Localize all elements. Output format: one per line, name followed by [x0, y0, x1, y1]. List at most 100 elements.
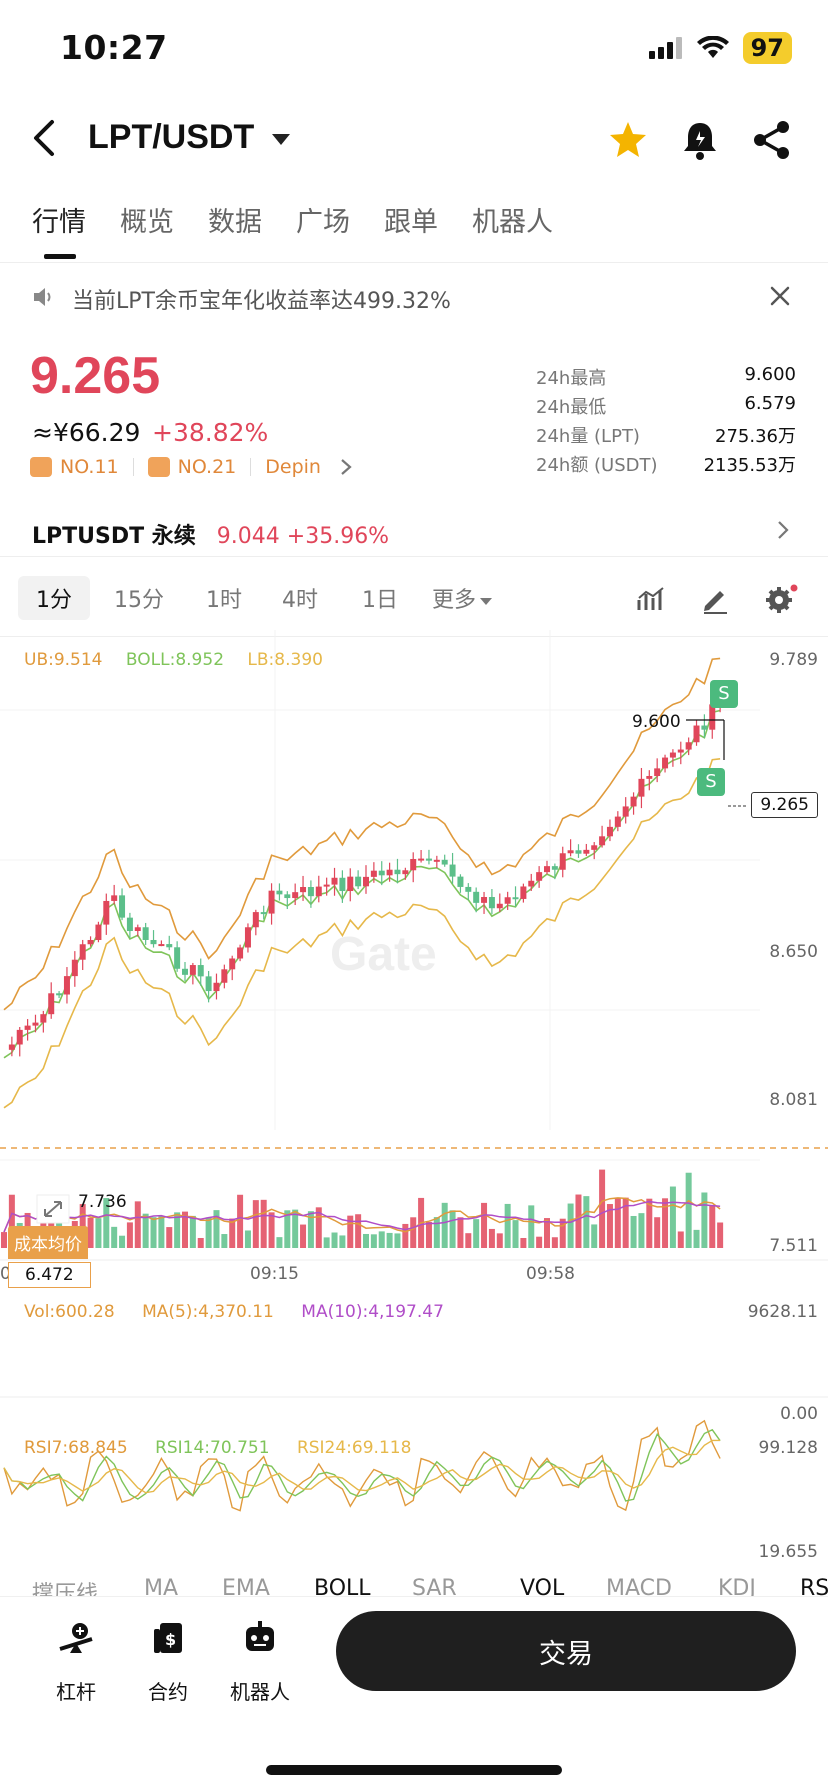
indicator-tab-ema[interactable]: EMA: [222, 1576, 270, 1596]
volume-bar: [441, 1202, 448, 1248]
indicator-tab-rsi[interactable]: RS: [800, 1576, 828, 1596]
nav-leverage[interactable]: 杠杆: [36, 1619, 116, 1705]
volume-bar: [126, 1222, 133, 1248]
indicator-tab-kdj[interactable]: KDJ: [718, 1576, 756, 1596]
draw-pen-icon[interactable]: [700, 584, 730, 614]
favorite-star-icon[interactable]: [606, 118, 650, 162]
indicator-tab-ma[interactable]: MA: [144, 1576, 179, 1596]
boll-legend: UB:9.514 BOLL:8.952 LB:8.390: [24, 650, 323, 670]
tab-data[interactable]: 数据: [208, 207, 262, 238]
candle-body: [465, 886, 472, 892]
volume-bar: [433, 1217, 440, 1248]
close-icon[interactable]: [768, 284, 792, 308]
pair-title[interactable]: LPT/USDT: [88, 118, 255, 156]
boll-ub: UB:9.514: [24, 650, 103, 670]
volume-bar: [544, 1218, 550, 1248]
indicator-icon[interactable]: [636, 584, 666, 614]
price-change: +38.82%: [152, 418, 269, 447]
notice-text[interactable]: 当前LPT余币宝年化收益率达499.32%: [72, 289, 451, 314]
candle-body: [418, 858, 425, 861]
indicator-tab-sar[interactable]: SAR: [412, 1576, 457, 1596]
candle-body: [205, 976, 212, 992]
interval-1h[interactable]: 1时: [206, 588, 242, 613]
pair-dropdown-icon[interactable]: [272, 134, 290, 145]
volume-bar: [134, 1201, 141, 1248]
volume-bar: [575, 1194, 582, 1248]
back-icon[interactable]: [28, 116, 62, 160]
candle-body: [370, 870, 377, 877]
volume-bar: [614, 1198, 621, 1248]
rank-separator: [250, 458, 252, 476]
interval-4h[interactable]: 4时: [282, 588, 318, 613]
rsi14: RSI14:70.751: [155, 1438, 270, 1458]
candle-body: [339, 877, 346, 892]
contract-icon: $: [154, 1623, 182, 1653]
volume-bar: [323, 1237, 330, 1248]
rank-gainers[interactable]: NO.21: [177, 456, 237, 478]
candle-body: [189, 965, 196, 975]
rank-heat[interactable]: NO.11: [60, 456, 119, 478]
interval-more[interactable]: 更多: [432, 582, 493, 614]
indicator-tab-macd[interactable]: MACD: [606, 1576, 672, 1596]
candle-body: [126, 917, 133, 932]
heat-rank-icon: [30, 457, 52, 477]
price-alert-bell-icon[interactable]: [678, 118, 722, 162]
volume-bar: [425, 1221, 432, 1248]
candle-body: [111, 895, 118, 901]
interval-1d[interactable]: 1日: [362, 588, 398, 613]
indicator-tab-vol[interactable]: VOL: [520, 1576, 565, 1596]
vol-legend: Vol:600.28 MA(5):4,370.11 MA(10):4,197.4…: [24, 1302, 444, 1322]
interval-divider: [0, 636, 828, 637]
volume-bar: [410, 1217, 417, 1248]
chevron-right-icon[interactable]: [339, 458, 353, 476]
candle-body: [496, 903, 503, 909]
volume-bar: [244, 1230, 251, 1248]
bottom-nav: 杠杆 $ 合约 机器人 交易: [0, 1596, 828, 1792]
interval-15m[interactable]: 15分: [114, 588, 164, 613]
candle-body: [449, 864, 456, 877]
tab-square[interactable]: 广场: [296, 207, 350, 238]
tab-market[interactable]: 行情: [32, 207, 86, 238]
robot-icon: [246, 1621, 274, 1651]
rsi14-line: [3, 1428, 721, 1502]
indicator-tab-boll[interactable]: BOLL: [314, 1576, 371, 1596]
boll-mid: BOLL:8.952: [125, 650, 225, 670]
status-time: 10:27: [60, 28, 168, 67]
speaker-icon: [34, 288, 51, 306]
candle-body: [221, 969, 228, 983]
rank-row: NO.11 NO.21 Depin: [30, 456, 353, 478]
settings-gear-icon[interactable]: [764, 582, 800, 616]
perpetual-row[interactable]: LPTUSDT 永续 9.044 +35.96%: [32, 518, 389, 550]
candle-body: [103, 900, 110, 925]
candle-body: [134, 927, 141, 932]
volume-bar: [622, 1197, 629, 1248]
tabs-divider: [0, 262, 828, 263]
share-icon[interactable]: [750, 118, 794, 162]
candle-body: [433, 859, 440, 862]
trade-button[interactable]: 交易: [336, 1611, 796, 1691]
candle-body: [71, 959, 78, 977]
time-axis-label: 09:58: [526, 1264, 575, 1284]
tab-overview[interactable]: 概览: [120, 207, 174, 238]
indicator-tab-support[interactable]: 撑压线: [32, 1582, 99, 1596]
volume-bar: [182, 1211, 188, 1248]
interval-1m[interactable]: 1分: [18, 576, 90, 620]
volume-bar: [536, 1236, 543, 1248]
nav-contract[interactable]: $ 合约: [128, 1619, 208, 1705]
sector-tag[interactable]: Depin: [265, 456, 321, 478]
gate-watermark: Gate: [330, 928, 437, 981]
sell-signal-marker[interactable]: S: [697, 768, 725, 796]
sell-signal-marker[interactable]: S: [710, 680, 738, 708]
chevron-right-icon[interactable]: [776, 520, 790, 540]
candle-body: [252, 912, 259, 928]
tab-copy-trading[interactable]: 跟单: [384, 207, 438, 238]
nav-bot[interactable]: 机器人: [220, 1619, 300, 1705]
expand-icon[interactable]: [36, 1194, 70, 1224]
candle-body: [599, 836, 606, 846]
candle-body: [622, 806, 629, 817]
candle-body: [614, 816, 621, 827]
boll-lower-line: [3, 758, 721, 1109]
tab-bot[interactable]: 机器人: [472, 207, 553, 238]
status-icons: 97: [648, 32, 792, 64]
volume-bar: [221, 1234, 228, 1248]
